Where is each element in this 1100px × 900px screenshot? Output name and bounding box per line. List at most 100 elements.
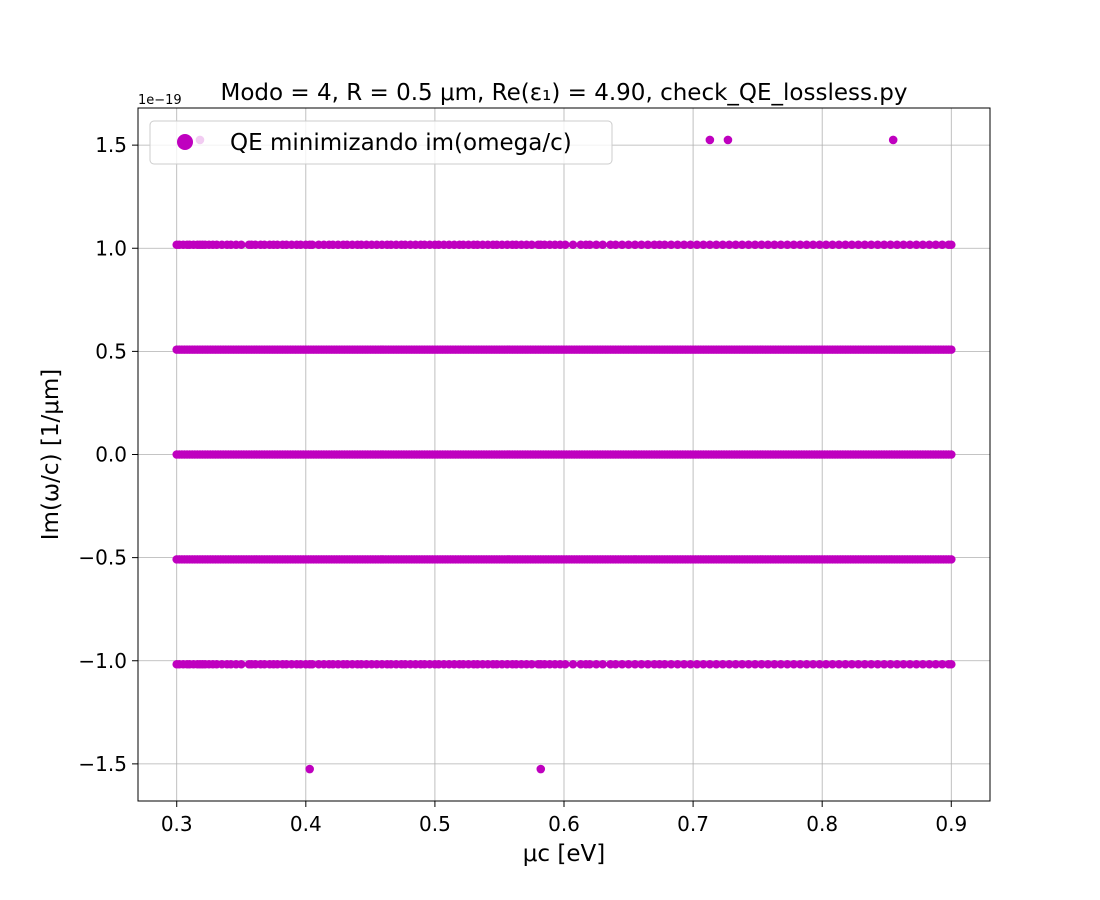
data-point: [776, 659, 786, 669]
data-point: [744, 659, 753, 669]
data-point: [692, 659, 702, 669]
data-point: [666, 659, 676, 669]
data-point: [888, 135, 898, 145]
data-point: [624, 240, 633, 250]
data-points: [172, 135, 956, 774]
data-point: [946, 555, 956, 564]
x-axis-label: μc [eV]: [523, 841, 605, 867]
data-point: [854, 240, 863, 250]
y-tick-label: −0.5: [78, 546, 127, 570]
data-point: [686, 240, 695, 250]
data-point: [637, 659, 646, 669]
data-point: [750, 659, 760, 669]
data-point: [611, 659, 620, 669]
data-point: [828, 240, 837, 250]
data-point: [770, 659, 779, 669]
data-point: [946, 240, 956, 250]
y-offset-text: 1e−19: [138, 93, 182, 108]
data-point: [912, 240, 921, 250]
data-point: [737, 240, 747, 250]
data-point: [637, 240, 646, 250]
data-point: [560, 659, 570, 669]
data-point: [866, 659, 876, 669]
data-point: [828, 659, 837, 669]
data-point: [591, 240, 601, 250]
data-point: [841, 240, 850, 250]
data-point: [536, 764, 546, 774]
data-point: [757, 659, 766, 669]
data-point: [705, 659, 715, 669]
data-point: [808, 659, 818, 669]
data-point: [527, 659, 537, 669]
data-point: [854, 659, 863, 669]
data-point: [789, 659, 799, 669]
data-point: [892, 659, 902, 669]
data-point: [611, 240, 620, 250]
data-point: [899, 240, 908, 250]
data-point: [886, 240, 895, 250]
data-point: [598, 240, 608, 250]
data-point: [568, 240, 578, 250]
data-point: [918, 240, 928, 250]
data-point: [630, 240, 640, 250]
data-point: [931, 240, 941, 250]
data-point: [724, 240, 734, 250]
legend-box: [149, 120, 613, 165]
data-point: [679, 240, 689, 250]
legend-marker: [177, 134, 193, 150]
data-point: [757, 240, 766, 250]
x-tick-label: 0.8: [806, 812, 838, 836]
data-point: [705, 135, 715, 145]
data-point: [679, 659, 689, 669]
data-point: [946, 450, 956, 459]
data-point: [718, 240, 728, 250]
x-tick-label: 0.3: [161, 812, 193, 836]
data-point: [585, 240, 595, 250]
data-point: [946, 659, 956, 669]
data-point: [718, 659, 728, 669]
data-point: [821, 240, 831, 250]
data-point: [931, 659, 941, 669]
data-point: [847, 240, 857, 250]
x-tick-label: 0.6: [548, 812, 580, 836]
data-point: [699, 659, 708, 669]
data-point: [598, 659, 608, 669]
data-point: [699, 240, 708, 250]
data-point: [841, 659, 850, 669]
data-point: [866, 240, 876, 250]
data-point: [899, 659, 908, 669]
data-point: [692, 240, 702, 250]
data-point: [802, 240, 811, 250]
data-point: [560, 240, 570, 250]
data-point: [789, 240, 799, 250]
data-point: [795, 659, 805, 669]
data-point: [776, 240, 786, 250]
legend: QE minimizando im(omega/c): [149, 120, 613, 165]
data-point: [912, 659, 921, 669]
data-point: [802, 659, 811, 669]
x-tick-label: 0.7: [677, 812, 709, 836]
data-point: [731, 659, 740, 669]
data-point: [673, 659, 682, 669]
data-point: [591, 659, 601, 669]
data-point: [307, 659, 317, 669]
y-axis-label: Im(ω/c) [1/μm]: [38, 369, 64, 540]
data-point: [643, 659, 653, 669]
data-point: [925, 240, 934, 250]
x-tick-label: 0.9: [935, 812, 967, 836]
data-point: [763, 659, 773, 669]
data-point: [783, 659, 792, 669]
data-point: [834, 659, 844, 669]
data-point: [305, 764, 314, 774]
data-point: [847, 659, 857, 669]
data-point: [808, 240, 818, 250]
data-point: [892, 240, 902, 250]
x-tick-label: 0.5: [419, 812, 451, 836]
data-point: [946, 345, 956, 354]
data-point: [860, 240, 870, 250]
data-point: [905, 659, 915, 669]
data-point: [860, 659, 870, 669]
data-point: [624, 659, 633, 669]
data-point: [724, 659, 734, 669]
